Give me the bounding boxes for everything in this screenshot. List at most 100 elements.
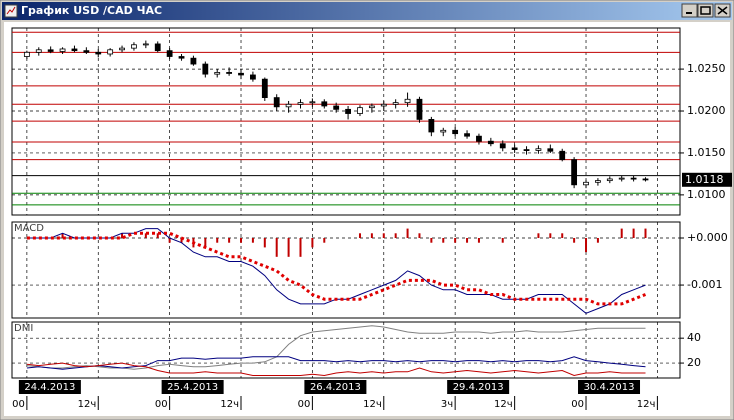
histogram-bar bbox=[228, 238, 231, 243]
candle-body bbox=[595, 180, 601, 183]
candle-body bbox=[214, 72, 221, 75]
x-tick-label: 12ч bbox=[220, 399, 239, 410]
date-label: 30.4.2013 bbox=[584, 382, 635, 393]
candle-body bbox=[238, 72, 244, 76]
histogram-bar bbox=[406, 228, 409, 238]
candle-body bbox=[154, 43, 161, 52]
candle-body bbox=[392, 102, 399, 105]
histogram-bar bbox=[394, 233, 397, 238]
candle-body bbox=[499, 143, 506, 149]
y-tick-label: 1.0200 bbox=[687, 104, 726, 117]
candle-body bbox=[606, 178, 613, 182]
candle-body bbox=[190, 57, 197, 65]
candle-body bbox=[95, 51, 102, 55]
series-line bbox=[26, 356, 646, 370]
histogram-bar bbox=[620, 228, 623, 238]
y-tick-label: 40 bbox=[687, 331, 701, 344]
histogram-bar bbox=[121, 233, 124, 238]
candle-body bbox=[535, 148, 542, 151]
candle-body bbox=[630, 177, 637, 180]
histogram-bar bbox=[477, 238, 480, 243]
histogram-bar bbox=[442, 238, 445, 243]
histogram-bar bbox=[644, 228, 647, 238]
candle-body bbox=[452, 129, 459, 135]
histogram-bar bbox=[573, 238, 576, 243]
candle-body bbox=[642, 178, 649, 181]
date-label: 24.4.2013 bbox=[24, 382, 75, 393]
histogram-bar bbox=[418, 233, 421, 238]
y-tick-label: 1.0100 bbox=[687, 188, 726, 201]
candle-body bbox=[559, 150, 566, 161]
candle-body bbox=[285, 103, 292, 108]
histogram-bar bbox=[466, 238, 469, 243]
histogram-bar bbox=[287, 238, 290, 257]
x-tick-label: 00 bbox=[12, 399, 25, 410]
last-price-label: 1.0118 bbox=[685, 173, 724, 186]
date-label: 26.4.2013 bbox=[310, 382, 361, 393]
y-tick-label: 20 bbox=[687, 356, 701, 369]
histogram-bar bbox=[311, 238, 314, 248]
histogram-bar bbox=[454, 238, 457, 243]
histogram-bar bbox=[251, 238, 254, 243]
title-bar bbox=[2, 2, 732, 20]
candle-body bbox=[571, 159, 578, 186]
histogram-bar bbox=[585, 238, 588, 253]
histogram-bar bbox=[632, 228, 635, 238]
histogram-bar bbox=[275, 238, 278, 257]
candle-body bbox=[202, 63, 209, 75]
histogram-bar bbox=[204, 238, 207, 248]
last-price-box bbox=[682, 172, 732, 187]
y-tick-label: -0.001 bbox=[687, 278, 722, 291]
histogram-bar bbox=[596, 238, 599, 243]
date-label-box bbox=[447, 380, 510, 394]
candle-body bbox=[321, 101, 328, 107]
candle-body bbox=[273, 97, 280, 108]
x-tick-label: 12ч bbox=[637, 399, 656, 410]
histogram-bar bbox=[156, 233, 159, 238]
series-line bbox=[26, 325, 646, 370]
minimize-button[interactable] bbox=[681, 3, 698, 18]
x-tick-label: 00 bbox=[155, 399, 168, 410]
candle-body bbox=[166, 50, 173, 57]
date-label-box bbox=[578, 380, 641, 394]
candle-body bbox=[297, 102, 304, 105]
candle-body bbox=[23, 51, 30, 57]
candle-body bbox=[107, 49, 114, 55]
y-tick-label: 1.0250 bbox=[687, 62, 726, 75]
histogram-bar bbox=[370, 233, 373, 238]
histogram-bar bbox=[537, 233, 540, 238]
histogram-bar bbox=[430, 238, 433, 243]
window-icon-graph bbox=[6, 6, 16, 15]
candle-body bbox=[476, 135, 482, 142]
date-label-box bbox=[18, 380, 81, 394]
x-tick-label: 00 bbox=[298, 399, 311, 410]
candle-body bbox=[178, 56, 185, 59]
histogram-bar bbox=[549, 233, 552, 238]
window-buttons bbox=[681, 3, 731, 18]
y-tick-label: +0.000 bbox=[687, 231, 728, 244]
histogram-bar bbox=[323, 238, 326, 243]
candle-body bbox=[119, 47, 125, 51]
candle-body bbox=[345, 108, 351, 114]
candle-body bbox=[523, 149, 530, 151]
histogram-bar bbox=[263, 238, 266, 248]
x-tick-label: 12ч bbox=[78, 399, 97, 410]
candle-body bbox=[142, 43, 149, 46]
histogram-bar bbox=[61, 233, 64, 238]
histogram-bar bbox=[299, 238, 302, 257]
histogram-bar bbox=[240, 238, 243, 243]
x-tick-label: 12ч bbox=[494, 399, 513, 410]
histogram-bar bbox=[168, 238, 171, 243]
x-tick-label: 00 bbox=[571, 399, 584, 410]
candle-body bbox=[464, 133, 470, 137]
histogram-bar bbox=[180, 238, 183, 243]
histogram-bar bbox=[216, 238, 219, 243]
candle-body bbox=[47, 49, 54, 52]
y-tick-label: 1.0150 bbox=[687, 146, 726, 159]
candle-body bbox=[131, 44, 137, 49]
candle-body bbox=[333, 105, 340, 110]
candle-body bbox=[404, 98, 411, 104]
maximize-glyph bbox=[700, 6, 711, 15]
date-label: 29.4.2013 bbox=[453, 382, 504, 393]
